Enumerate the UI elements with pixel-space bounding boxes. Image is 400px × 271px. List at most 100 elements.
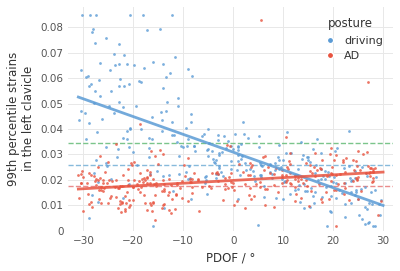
Point (220, 198, 226, 202)
Point (303, 178, 310, 182)
Point (261, 195, 267, 199)
Point (213, 176, 219, 180)
Point (150, 182, 157, 186)
Point (82, 75, 89, 79)
Point (340, 157, 346, 162)
Point (366, 220, 373, 224)
Point (370, 179, 376, 183)
Point (206, 141, 212, 145)
Point (80, 209, 86, 214)
Point (201, 132, 207, 136)
X-axis label: PDOF / °: PDOF / ° (206, 251, 255, 264)
Point (190, 144, 197, 148)
Point (157, 27, 163, 31)
Point (235, 145, 241, 149)
Point (298, 157, 305, 162)
Point (246, 193, 252, 197)
Point (340, 181, 347, 185)
Point (86, 202, 92, 207)
Point (120, 196, 126, 200)
Point (328, 210, 334, 215)
Point (242, 182, 249, 186)
Point (352, 176, 358, 180)
Point (328, 146, 334, 150)
Point (355, 149, 362, 153)
Point (137, 170, 143, 175)
Point (125, 82, 132, 86)
Point (292, 185, 298, 190)
Point (298, 196, 304, 200)
Point (333, 196, 339, 201)
Point (98, 185, 105, 189)
Point (293, 192, 299, 196)
Point (292, 188, 298, 192)
Point (116, 99, 122, 104)
Point (230, 181, 236, 185)
Point (175, 95, 182, 100)
Point (116, 62, 122, 66)
Point (260, 183, 267, 188)
Point (284, 165, 291, 169)
Point (173, 192, 180, 196)
Point (276, 143, 282, 147)
Point (148, 209, 155, 213)
Point (282, 135, 289, 139)
Point (195, 177, 201, 182)
Point (199, 134, 205, 138)
Point (130, 185, 136, 189)
Point (310, 165, 317, 169)
Point (262, 187, 268, 192)
Point (245, 136, 251, 140)
Point (106, 104, 112, 108)
Point (328, 194, 334, 198)
Point (142, 201, 148, 206)
Point (300, 153, 306, 157)
Point (230, 147, 236, 151)
Point (119, 173, 126, 177)
Point (270, 205, 277, 209)
Point (225, 138, 231, 143)
Point (234, 148, 241, 152)
Point (250, 169, 256, 173)
Point (252, 179, 258, 183)
Point (221, 176, 228, 180)
Point (92, 158, 99, 162)
Point (238, 141, 244, 146)
Point (163, 75, 169, 79)
Point (168, 211, 174, 215)
Point (366, 201, 373, 205)
Point (343, 156, 350, 160)
Point (127, 126, 133, 130)
Point (258, 163, 264, 167)
Point (179, 195, 186, 200)
Point (112, 63, 118, 67)
Point (124, 167, 131, 171)
Point (144, 167, 150, 172)
Point (130, 160, 137, 164)
Point (287, 192, 294, 196)
Point (221, 134, 227, 138)
Point (111, 52, 118, 56)
Point (112, 185, 118, 189)
Point (318, 197, 324, 201)
Point (94, 180, 101, 184)
Point (304, 188, 311, 193)
Point (269, 172, 276, 176)
Point (311, 201, 318, 205)
Point (112, 195, 119, 199)
Point (279, 180, 286, 185)
Point (78, 172, 84, 176)
Point (188, 112, 194, 117)
Point (278, 165, 284, 170)
Point (92, 41, 98, 45)
Point (116, 84, 122, 88)
Point (340, 160, 346, 164)
Point (258, 175, 264, 179)
Point (86, 215, 92, 220)
Point (236, 162, 242, 166)
Point (95, 200, 102, 204)
Point (165, 193, 172, 197)
Y-axis label: 99th percentile strains
in the left clavicle: 99th percentile strains in the left clav… (7, 52, 35, 186)
Point (292, 199, 298, 203)
Point (192, 149, 198, 153)
